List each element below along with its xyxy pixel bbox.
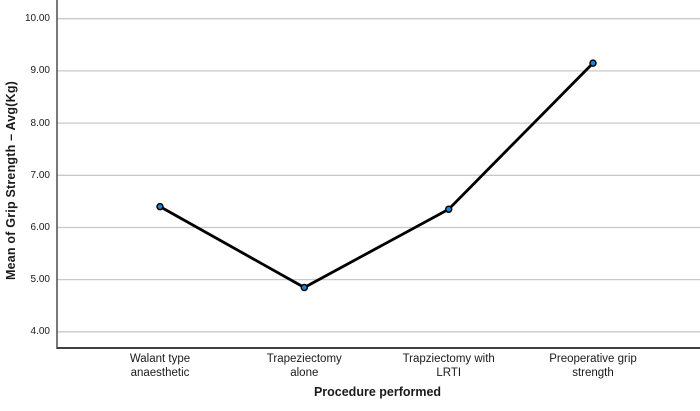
- data-point-marker: [444, 205, 453, 213]
- x-category-label: Trapziectomy with LRTI: [402, 353, 495, 380]
- y-tick-label: 8.00: [30, 117, 50, 129]
- x-category-label: Walant type anaesthetic: [129, 353, 191, 380]
- data-point-marker: [156, 202, 164, 211]
- y-tick-label: 9.00: [30, 65, 50, 77]
- x-axis-title: Procedure performed: [313, 385, 442, 399]
- x-category-label: Preoperative grip strength: [549, 353, 637, 380]
- data-line: [158, 61, 595, 290]
- y-tick-label: 7.00: [30, 169, 50, 181]
- y-tick-label: 10.00: [24, 13, 50, 25]
- y-tick-label: 5.00: [30, 274, 50, 286]
- x-category-label: Trapeziectomy alone: [266, 353, 342, 380]
- data-point-marker: [300, 283, 309, 292]
- y-tick-label: 6.00: [30, 222, 50, 233]
- y-tick-label: 4.00: [30, 326, 50, 338]
- data-point-marker: [589, 59, 597, 67]
